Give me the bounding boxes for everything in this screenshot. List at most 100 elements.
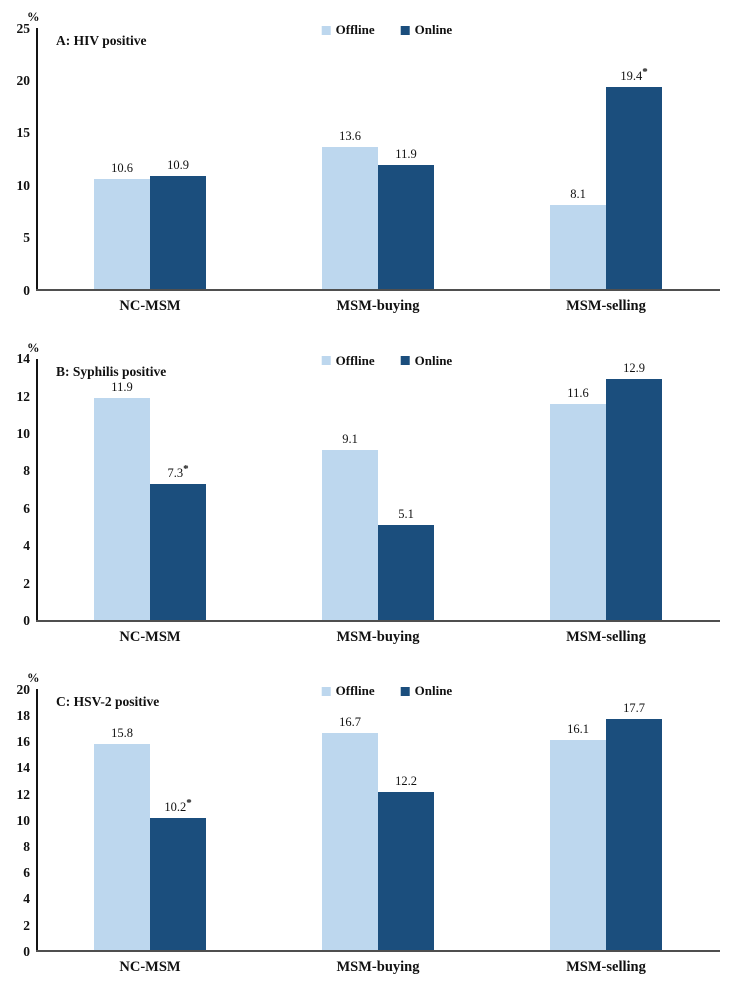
bar-group-msm-buying: 9.1 5.1 MSM-buying (264, 359, 492, 645)
category-label-msm-selling: MSM-selling (566, 298, 646, 314)
bar-value-label: 11.9 (395, 147, 417, 162)
bar-online-msm-buying: 12.2 (378, 774, 434, 952)
y-axis-line (36, 28, 38, 290)
bar-groups: 15.8 10.2* NC-MSM 16.7 12.2 MSM-buying 16.1 17.… (36, 689, 720, 975)
bar-value-label: 16.1 (567, 722, 589, 737)
bar-value-label: 11.6 (567, 385, 589, 400)
y-tick-label: 8 (23, 838, 30, 854)
bar-group-msm-selling: 8.1 19.4* MSM-selling (492, 28, 720, 314)
bar-group-msm-buying: 13.6 11.9 MSM-buying (264, 28, 492, 314)
legend-label: Online (414, 22, 453, 37)
bar-group-nc-msm: 10.6 10.9 NC-MSM (36, 28, 264, 314)
panel-hiv-positive: % A: HIV positive Offline Online 0 5 10 15 20… (0, 0, 737, 331)
bar-online-msm-buying: 5.1 (378, 508, 434, 621)
x-axis-line (36, 289, 720, 291)
bar-groups: 11.9 7.3* NC-MSM 9.1 5.1 MSM-buying 11.6 12.9 MS… (36, 359, 720, 645)
bar-offline-msm-buying: 13.6 (322, 130, 378, 290)
plot-area: 0 2 4 6 8 10 12 14 11.9 7.3* NC-MSM 9.1 5.1 MSM-buyi… (17, 352, 720, 645)
y-tick-label: 25 (16, 20, 31, 36)
panel-title: B: Syphilis positive (56, 363, 167, 379)
significance-asterisk: * (642, 65, 648, 78)
bar-online-msm-selling: 19.4* (606, 66, 662, 290)
bar-group-msm-selling: 16.1 17.7 MSM-selling (492, 689, 720, 975)
bar-online-msm-selling: 17.7 (606, 702, 662, 952)
y-tick-label: 0 (23, 943, 30, 959)
legend-item-online: Online (400, 353, 452, 369)
y-tick-label: 2 (23, 917, 30, 933)
y-axis-unit: % (27, 340, 40, 355)
y-tick-label: 4 (23, 891, 30, 907)
bar-value-label: 8.1 (570, 187, 586, 202)
legend: Offline Online (321, 22, 453, 38)
legend-label: Offline (335, 22, 375, 37)
legend-swatch-icon (400, 356, 410, 366)
bar-offline-nc-msm: 11.9 (94, 381, 150, 621)
bar-offline-msm-selling: 16.1 (550, 723, 606, 952)
bar-value-label: 9.1 (342, 432, 358, 447)
y-tick-label: 4 (23, 538, 30, 554)
legend-swatch-icon (400, 686, 410, 696)
legend-item-offline: Offline (321, 22, 375, 38)
category-label-msm-buying: MSM-buying (336, 959, 420, 976)
legend-label: Offline (335, 683, 375, 699)
bar-value-label: 5.1 (398, 507, 414, 522)
category-label-msm-buying: MSM-buying (336, 628, 420, 645)
bar-value-label: 10.6 (111, 160, 133, 175)
y-tick-label: 10 (16, 177, 31, 193)
legend-swatch-icon (321, 356, 331, 366)
category-label-msm-selling: MSM-selling (566, 628, 646, 645)
bar-group-nc-msm: 15.8 10.2* NC-MSM (36, 689, 264, 975)
bar-offline-nc-msm: 15.8 (94, 727, 150, 952)
legend-swatch-icon (321, 25, 331, 35)
bar-group-msm-buying: 16.7 12.2 MSM-buying (264, 689, 492, 975)
plot-area: 0 5 10 15 20 25 10.6 10.9 NC-MSM 13.6 11.9 MSM-buy… (17, 21, 720, 314)
bar-offline-nc-msm: 10.6 (94, 162, 150, 290)
legend: Offline Online (321, 683, 453, 699)
category-label-nc-msm: NC-MSM (119, 628, 181, 645)
y-tick-label: 6 (23, 864, 30, 880)
bar-offline-msm-buying: 9.1 (322, 433, 378, 621)
y-tick-label: 5 (23, 229, 30, 245)
y-tick-label: 20 (16, 72, 31, 88)
legend-item-online: Online (400, 683, 453, 699)
bar-value-label: 19.4* (620, 65, 648, 83)
y-tick-label: 15 (16, 125, 31, 141)
y-axis-line (36, 358, 38, 621)
bar-online-nc-msm: 10.9 (150, 159, 206, 290)
panel-title: A: HIV positive (56, 33, 147, 48)
significance-asterisk: * (186, 796, 192, 809)
bar-group-msm-selling: 11.6 12.9 MSM-selling (492, 359, 720, 645)
bar-value-label: 13.6 (339, 129, 361, 144)
y-tick-label: 6 (23, 500, 30, 516)
bar-groups: 10.6 10.9 NC-MSM 13.6 11.9 MSM-buying 8.1 19.4*… (36, 28, 720, 314)
category-label-msm-buying: MSM-buying (336, 298, 420, 314)
bar-value-label: 12.2 (395, 773, 417, 788)
y-axis-line (36, 689, 38, 952)
y-tick-label: 8 (23, 463, 30, 479)
category-label-nc-msm: NC-MSM (119, 959, 181, 976)
y-tick-label: 10 (16, 812, 31, 828)
x-axis-line (36, 950, 720, 953)
legend-swatch-icon (321, 686, 331, 696)
legend-label: Online (414, 683, 453, 699)
bar-offline-msm-selling: 8.1 (550, 188, 606, 290)
bar-online-msm-selling: 12.9 (606, 362, 662, 621)
bar-value-label: 12.9 (623, 361, 645, 376)
y-tick-label: 14 (16, 760, 31, 776)
bar-value-label: 7.3* (167, 462, 189, 481)
category-label-msm-selling: MSM-selling (566, 959, 646, 976)
y-tick-label: 10 (16, 425, 31, 441)
bar-offline-msm-buying: 16.7 (322, 716, 378, 952)
bar-value-label: 10.2* (164, 796, 192, 814)
legend-swatch-icon (400, 25, 410, 35)
bar-online-msm-buying: 11.9 (378, 148, 434, 290)
legend-item-offline: Offline (321, 683, 375, 699)
significance-asterisk: * (183, 462, 189, 475)
y-tick-label: 0 (23, 282, 30, 298)
y-tick-label: 20 (16, 681, 31, 697)
panel-title: C: HSV-2 positive (56, 694, 160, 710)
category-label-nc-msm: NC-MSM (119, 298, 181, 314)
x-axis-line (36, 619, 720, 622)
